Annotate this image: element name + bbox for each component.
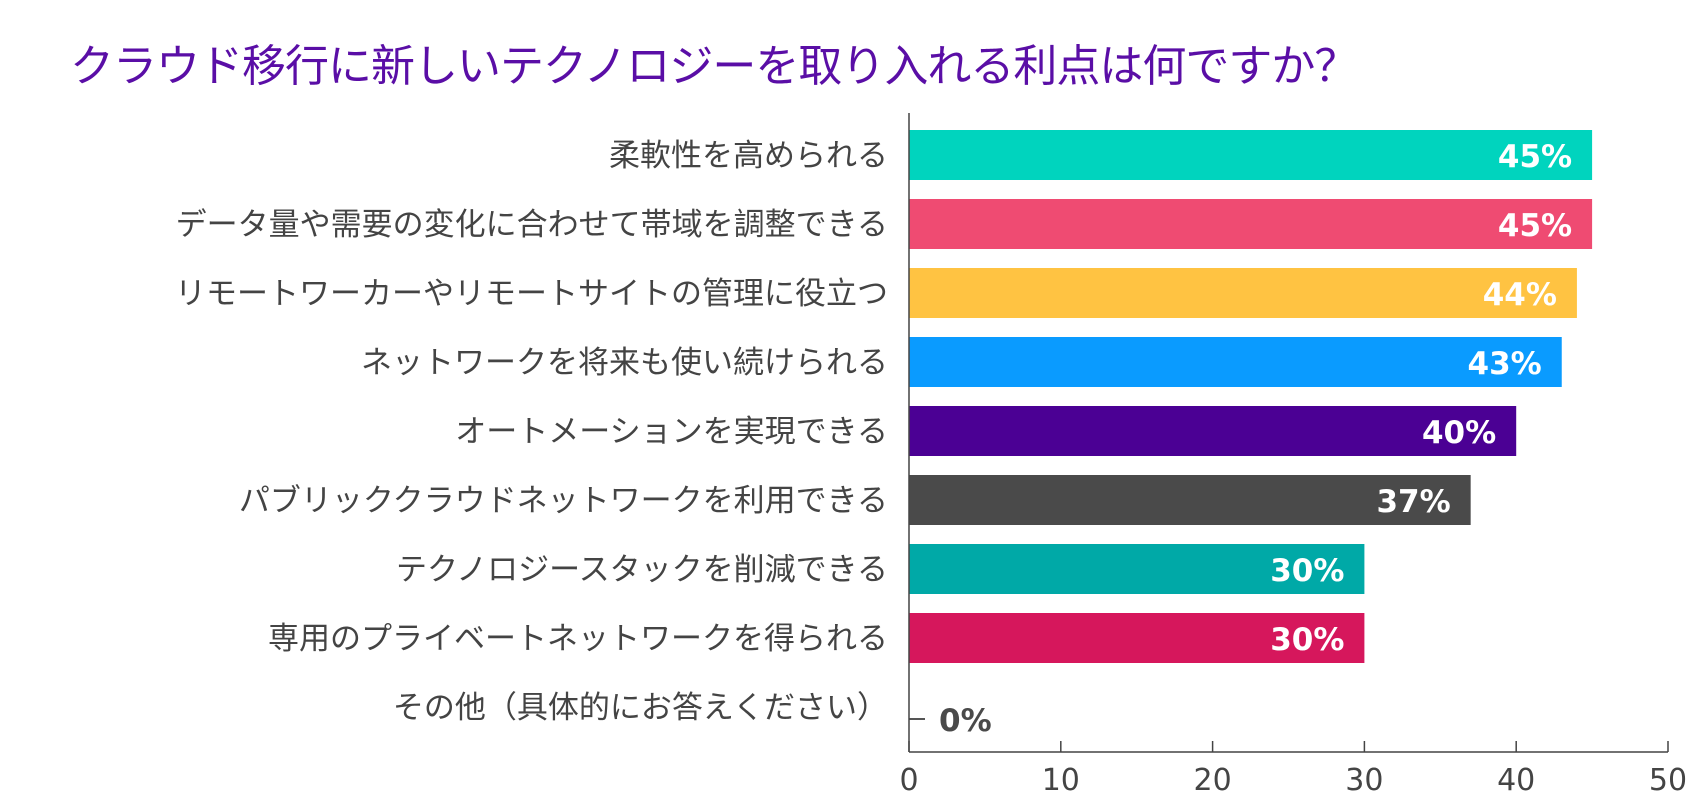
chart-title: クラウド移行に新しいテクノロジーを取り入れる利点は何ですか？ — [70, 41, 1358, 92]
category-label: リモートワーカーやリモートサイトの管理に役立つ — [175, 276, 888, 312]
value-label: 45% — [1498, 208, 1572, 244]
x-tick-label: 10 — [1042, 763, 1080, 798]
value-label: 45% — [1498, 139, 1572, 175]
category-label: オートメーションを実現できる — [455, 414, 888, 450]
labels-layer: 柔軟性を高められる 45% データ量や需要の変化に合わせて帯域を調整できる 45% リモ… — [175, 138, 1572, 739]
axis-layer: 0 10 20 30 40 50 — [899, 113, 1687, 798]
value-label: 43% — [1468, 346, 1542, 382]
category-label: 専用のプライベートネットワークを得られる — [268, 621, 888, 657]
category-label: ネットワークを将来も使い続けられる — [361, 345, 888, 381]
value-label: 40% — [1422, 415, 1496, 451]
bar — [909, 544, 1365, 594]
bar — [909, 130, 1593, 180]
category-label: テクノロジースタックを削減できる — [396, 552, 888, 588]
category-label: パブリッククラウドネットワークを利用できる — [239, 483, 888, 519]
bar — [909, 613, 1365, 663]
bar — [909, 337, 1562, 387]
bar — [909, 199, 1593, 249]
category-label: データ量や需要の変化に合わせて帯域を調整できる — [176, 207, 888, 243]
value-label: 37% — [1376, 484, 1450, 520]
value-label: 30% — [1270, 622, 1344, 658]
bar — [909, 268, 1577, 318]
value-label: 44% — [1483, 277, 1557, 313]
x-tick-label: 40 — [1497, 763, 1535, 798]
x-tick-label: 0 — [899, 763, 918, 798]
value-label: 0% — [939, 703, 992, 739]
value-label: 30% — [1270, 553, 1344, 589]
x-tick-label: 30 — [1345, 763, 1383, 798]
x-tick-label: 50 — [1649, 763, 1687, 798]
x-tick-label: 20 — [1194, 763, 1232, 798]
bars-layer — [909, 130, 1593, 720]
bar — [909, 406, 1517, 456]
category-label: その他（具体的にお答えください） — [393, 690, 888, 726]
category-label: 柔軟性を高められる — [609, 138, 888, 174]
bar — [909, 475, 1471, 525]
